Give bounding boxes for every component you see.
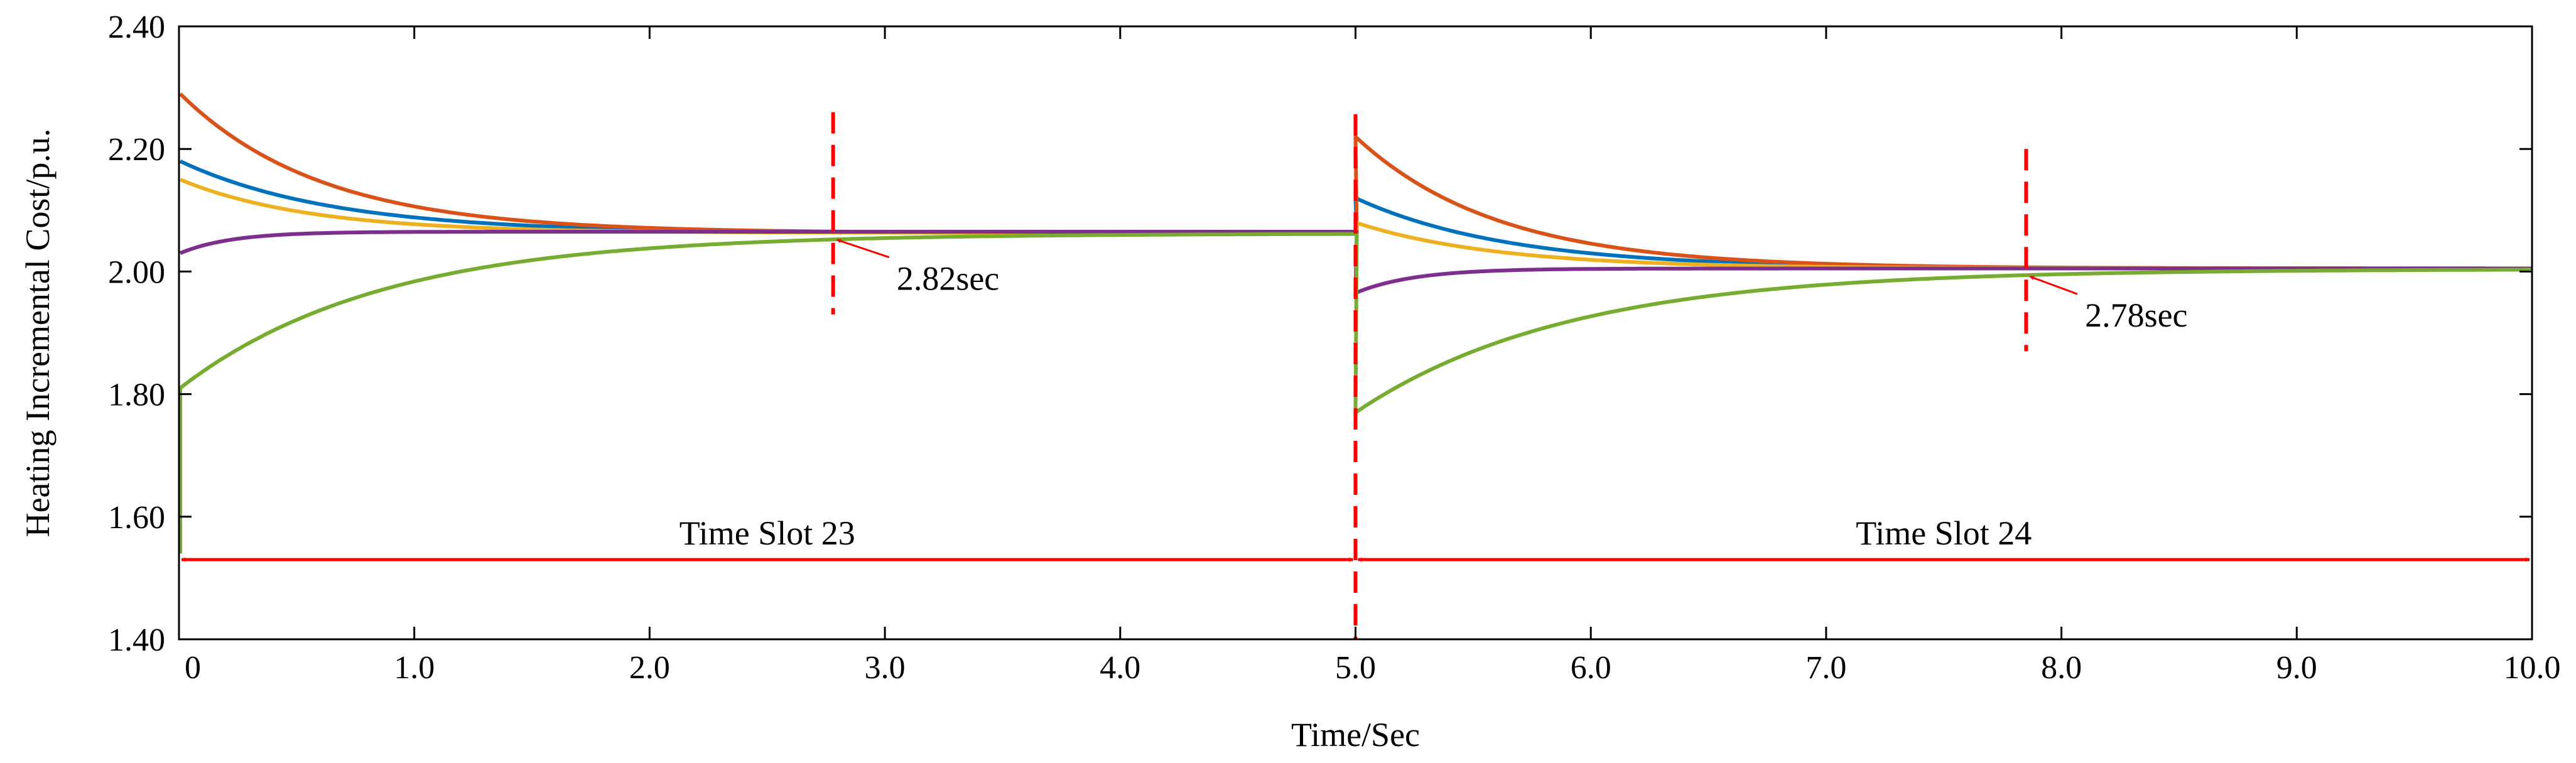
x-tick-label: 6.0	[1571, 650, 1611, 686]
y-tick-label: 1.80	[108, 377, 165, 413]
convergence-time-label: 2.78sec	[2085, 296, 2187, 334]
time-slot-label: Time Slot 24	[1856, 514, 2032, 552]
x-tick-label: 10.0	[2504, 650, 2561, 686]
convergence-arrow	[836, 239, 890, 259]
x-axis-title: Time/Sec	[1291, 716, 1420, 754]
y-tick-label: 1.40	[108, 622, 165, 658]
ticks-layer: 0 1.0 2.0 3.0 4.0 5.0 6.0 7.0 8.0 9.0 10.0 1.40 1.60…	[108, 9, 2561, 686]
x-tick-label: 9.0	[2276, 650, 2317, 686]
y-tick-label: 2.40	[108, 9, 165, 45]
y-tick-label: 2.20	[108, 132, 165, 168]
y-tick-label: 1.60	[108, 500, 165, 536]
x-tick-label: 2.0	[629, 650, 670, 686]
x-tick-label: 0	[185, 650, 201, 686]
markers-layer: 2.82sec 2.78sec Time Slot 23 Time Slot 24	[181, 112, 2530, 639]
x-tick-label: 8.0	[2041, 650, 2082, 686]
x-tick-label: 5.0	[1335, 650, 1376, 686]
convergence-time-label: 2.82sec	[897, 260, 999, 298]
x-tick-label: 4.0	[1100, 650, 1140, 686]
convergence-arrow	[2029, 275, 2078, 295]
x-tick-label: 7.0	[1805, 650, 1846, 686]
y-axis-title: Heating Incremental Cost/p.u.	[19, 129, 57, 538]
x-tick-label: 1.0	[394, 650, 435, 686]
y-tick-label: 2.00	[108, 254, 165, 290]
time-slot-label: Time Slot 23	[679, 514, 855, 552]
x-tick-label: 3.0	[865, 650, 906, 686]
